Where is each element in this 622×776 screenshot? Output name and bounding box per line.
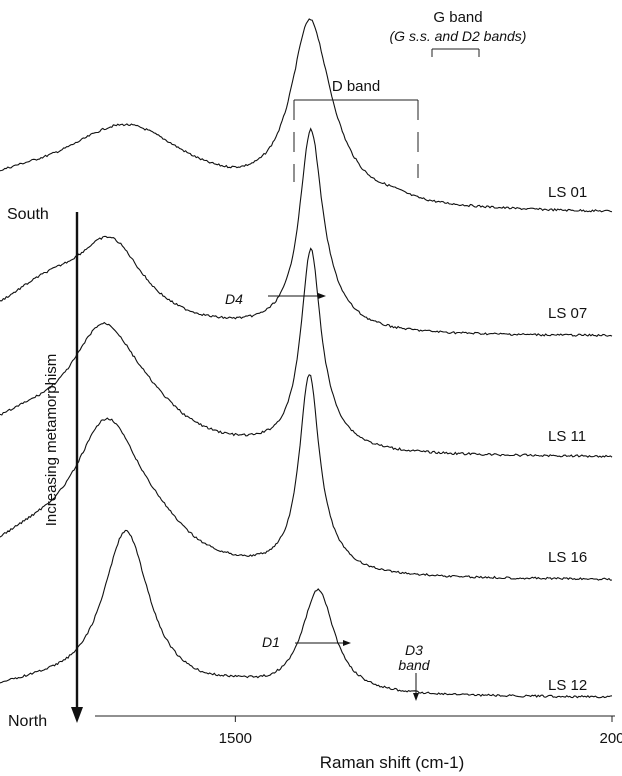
d4-arrow-head — [318, 293, 326, 299]
d3-label: D3 — [405, 642, 423, 658]
g-band-bracket — [431, 48, 480, 57]
spectrum-line-ls-07 — [0, 127, 613, 337]
d3-band-label: band — [398, 657, 430, 673]
series-label-ls-11: LS 11 — [548, 428, 586, 445]
series-label-ls-01: LS 01 — [548, 184, 587, 201]
x-tick-label-1500: 1500 — [219, 730, 252, 747]
metamorphism-arrow-head — [71, 707, 83, 723]
g-band-sublabel: (G s.s. and D2 bands) — [390, 28, 527, 44]
spectrum-line-ls-01 — [0, 18, 613, 213]
spectrum-line-ls-12 — [0, 529, 613, 699]
d4-label: D4 — [225, 291, 243, 307]
series-label-ls-07: LS 07 — [548, 305, 587, 322]
x-axis-ticks: 10001500200 — [219, 716, 622, 747]
d-band-bracket — [293, 99, 419, 182]
d1-arrow-head — [343, 640, 351, 646]
y-axis-label: Increasing metamorphism — [43, 354, 60, 527]
x-tick-label-2000: 200 — [599, 730, 622, 747]
series-label-ls-16: LS 16 — [548, 549, 587, 566]
d-band-label: D band — [332, 78, 380, 95]
south-label: South — [7, 206, 49, 223]
series-label-ls-12: LS 12 — [548, 677, 587, 694]
g-band-label: G band — [433, 9, 482, 26]
spectrum-line-ls-11 — [0, 247, 613, 458]
north-label: North — [8, 713, 47, 730]
d3-arrow-head — [413, 693, 419, 701]
spectrum-line-ls-16 — [0, 374, 613, 581]
spectra-group: LS 01 LS 07 LS 11 LS 16 LS 12 — [0, 18, 613, 699]
d1-label: D1 — [262, 634, 280, 650]
x-axis-label: Raman shift (cm-1) — [320, 753, 465, 772]
